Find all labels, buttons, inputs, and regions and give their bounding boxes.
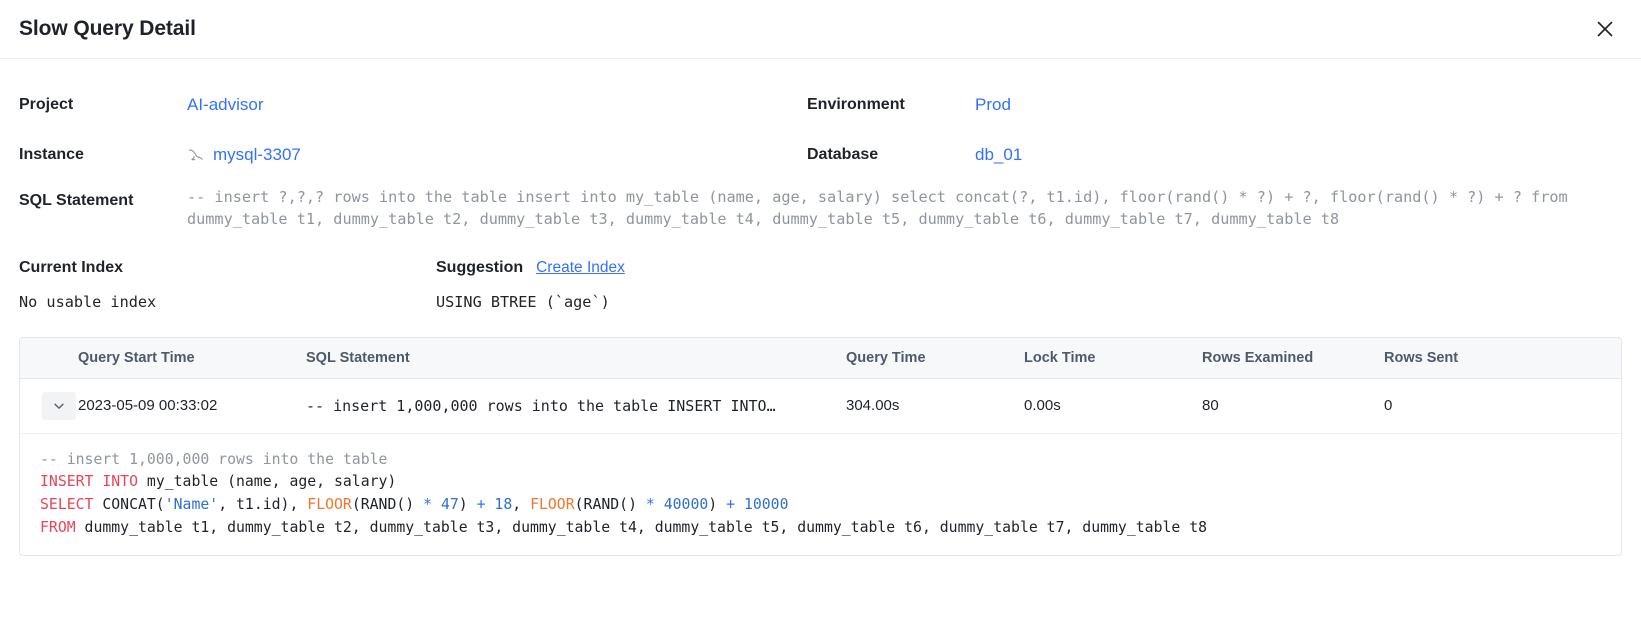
code-function-floor-2: FLOOR [530,496,575,513]
sql-statement-label: SQL Statement [19,192,134,209]
code-function-floor-1: FLOOR [307,496,352,513]
dialog-body: Project AI-advisor Environment Prod Inst… [0,59,1641,557]
code-keyword-insert: INSERT INTO [40,473,138,491]
expand-cell [20,378,78,434]
suggestion-block: Suggestion Create Index USING BTREE (`ag… [436,259,1622,311]
column-header-rows-sent[interactable]: Rows Sent [1384,337,1621,379]
database-value-text: db_01 [975,145,1023,164]
column-header-query-start-time[interactable]: Query Start Time [78,337,306,379]
mysql-dolphin-icon [187,146,206,165]
current-index-label: Current Index [19,258,124,276]
current-index-block: Current Index No usable index [19,259,436,311]
code-string-name: 'Name' [164,496,219,513]
cell-sql-statement: -- insert 1,000,000 rows into the table … [306,378,846,434]
sql-statement-row: SQL Statement -- insert ?,?,? rows into … [19,186,1622,231]
expanded-detail-row: -- insert 1,000,000 rows into the table … [20,433,1621,556]
table-header-row: Query Start Time SQL Statement Query Tim… [20,337,1621,379]
code-select-b: , t1.id), [218,496,308,513]
suggestion-header: Suggestion Create Index [436,259,1622,277]
instance-value-text: mysql-3307 [213,145,301,164]
code-number-40000: 40000 [654,496,709,513]
instance-label: Instance [19,146,84,163]
close-icon[interactable] [1591,15,1619,43]
code-comment-line: -- insert 1,000,000 rows into the table [40,450,388,468]
column-header-query-time[interactable]: Query Time [846,337,1024,379]
code-number-10000: 10000 [735,496,789,513]
code-operator-plus-1: + [476,496,486,513]
environment-value-text: Prod [975,95,1011,114]
table-header: Query Start Time SQL Statement Query Tim… [20,337,1621,379]
meta-grid: Project AI-advisor Environment Prod Inst… [19,59,1622,180]
dialog-header: Slow Query Detail [0,0,1641,59]
code-number-18: 18 [485,496,513,513]
slow-query-table: Query Start Time SQL Statement Query Tim… [19,336,1622,557]
code-select-c: (RAND() [351,496,424,513]
current-index-value: No usable index [19,292,157,311]
code-from-rest: dummy_table t1, dummy_table t2, dummy_ta… [75,518,1208,536]
project-label: Project [19,96,74,113]
code-operator-plus-2: + [726,496,736,513]
code-select-g: ) [708,496,727,513]
database-value[interactable]: db_01 [975,130,1622,180]
code-operator-mul-1: * [423,496,433,513]
code-number-47: 47 [432,496,459,513]
code-select-f: (RAND() [574,496,646,513]
code-insert-rest: my_table (name, age, salary) [138,473,397,491]
suggestion-label: Suggestion [436,258,524,276]
cell-rows-examined: 80 [1202,378,1384,434]
cell-query-time: 304.00s [846,378,1024,434]
environment-value[interactable]: Prod [975,80,1622,130]
code-keyword-from: FROM [40,518,76,536]
column-header-rows-examined[interactable]: Rows Examined [1202,337,1384,379]
page-title: Slow Query Detail [19,17,196,40]
sql-statement-text: -- insert ?,?,? rows into the table inse… [187,188,1577,229]
database-label: Database [807,146,879,163]
column-header-lock-time[interactable]: Lock Time [1024,337,1202,379]
column-header-sql-statement[interactable]: SQL Statement [306,337,846,379]
table-row[interactable]: 2023-05-09 00:33:02 -- insert 1,000,000 … [20,378,1621,434]
cell-query-start-time: 2023-05-09 00:33:02 [78,378,306,434]
create-index-link[interactable]: Create Index [536,258,625,276]
cell-lock-time: 0.00s [1024,378,1202,434]
chevron-down-icon[interactable] [42,391,76,420]
suggestion-value: USING BTREE (`age`) [436,292,610,311]
table-body: 2023-05-09 00:33:02 -- insert 1,000,000 … [20,378,1621,556]
instance-value[interactable]: mysql-3307 [187,130,807,180]
cell-rows-sent: 0 [1384,378,1621,434]
code-operator-mul-2: * [645,496,655,513]
column-header-expand [20,337,78,379]
code-keyword-select: SELECT [40,496,94,513]
code-select-a: CONCAT( [93,496,165,513]
environment-label: Environment [807,96,905,113]
index-section: Current Index No usable index Suggestion… [19,259,1622,311]
code-select-d: ) [458,496,477,513]
code-select-e: , [512,496,531,513]
expanded-sql-code: -- insert 1,000,000 rows into the table … [20,433,1621,556]
project-value-text: AI-advisor [187,95,264,114]
project-value[interactable]: AI-advisor [187,80,807,130]
